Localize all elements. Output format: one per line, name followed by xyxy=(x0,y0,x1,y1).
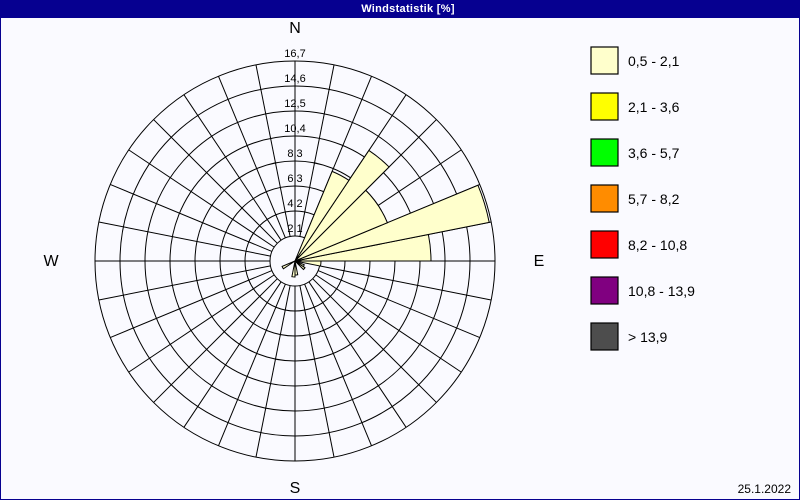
svg-text:10,8 - 13,9: 10,8 - 13,9 xyxy=(628,283,695,299)
svg-text:12,5: 12,5 xyxy=(284,98,305,110)
svg-text:2,1 - 3,6: 2,1 - 3,6 xyxy=(628,99,680,115)
svg-text:6,3: 6,3 xyxy=(287,173,302,185)
svg-text:25.1.2022: 25.1.2022 xyxy=(738,482,792,496)
svg-text:0,5 - 2,1: 0,5 - 2,1 xyxy=(628,53,680,69)
svg-text:8,3: 8,3 xyxy=(287,148,302,160)
svg-text:14,6: 14,6 xyxy=(284,73,305,85)
svg-text:W: W xyxy=(43,253,59,270)
svg-text:2,1: 2,1 xyxy=(287,223,302,235)
svg-text:E: E xyxy=(534,253,545,270)
svg-text:5,7 - 8,2: 5,7 - 8,2 xyxy=(628,191,680,207)
svg-text:3,6 - 5,7: 3,6 - 5,7 xyxy=(628,145,680,161)
svg-text:> 13,9: > 13,9 xyxy=(628,329,668,345)
svg-text:4,2: 4,2 xyxy=(287,198,302,210)
svg-text:10,4: 10,4 xyxy=(284,123,305,135)
svg-text:N: N xyxy=(289,20,301,37)
svg-text:S: S xyxy=(290,480,301,497)
svg-text:16,7: 16,7 xyxy=(284,48,305,60)
svg-text:8,2 - 10,8: 8,2 - 10,8 xyxy=(628,237,687,253)
